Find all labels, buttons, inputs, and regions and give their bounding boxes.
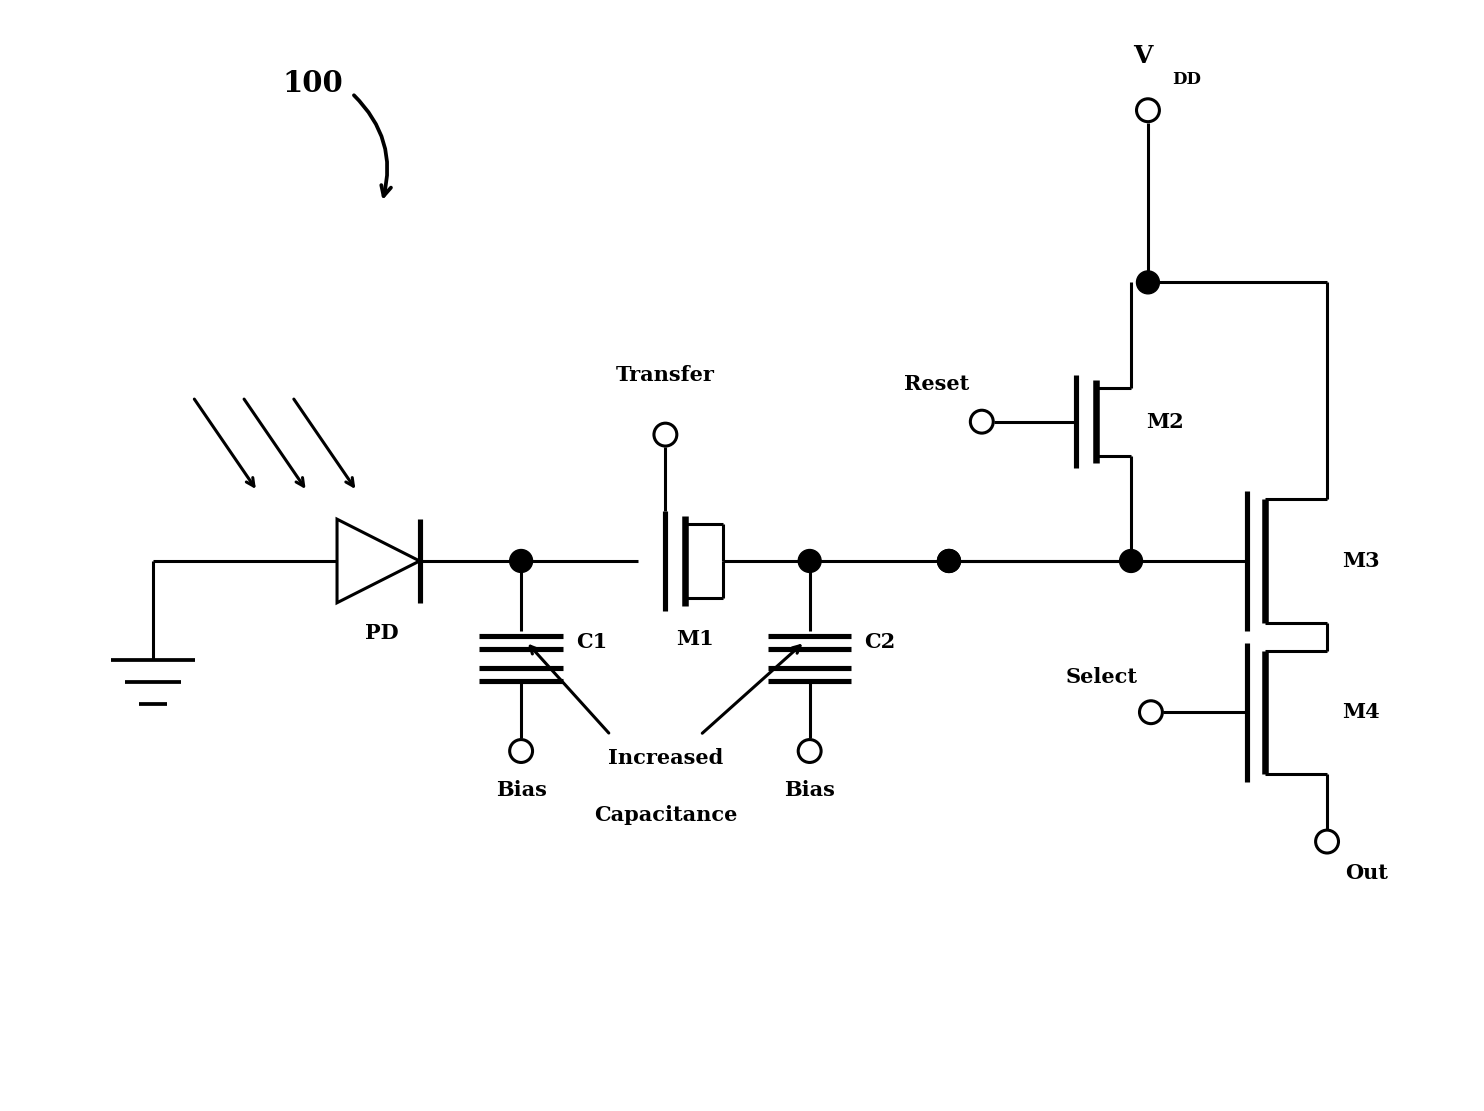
Circle shape [938,550,960,572]
Text: DD: DD [1172,71,1201,89]
Circle shape [509,550,533,572]
Circle shape [798,740,821,762]
Text: M2: M2 [1146,412,1184,432]
Text: C2: C2 [864,631,896,651]
Circle shape [1119,550,1143,572]
Text: Capacitance: Capacitance [594,804,738,824]
Circle shape [1137,271,1159,293]
Text: Transfer: Transfer [616,364,715,384]
Text: Bias: Bias [784,780,835,800]
Text: 100: 100 [282,69,343,98]
Circle shape [798,550,821,572]
Text: Reset: Reset [904,374,969,394]
Text: PD: PD [365,622,399,642]
Text: M4: M4 [1342,702,1380,722]
Text: Increased: Increased [608,748,723,768]
Circle shape [971,410,993,433]
Circle shape [1316,830,1339,853]
Text: Bias: Bias [496,780,546,800]
Text: Out: Out [1345,863,1388,883]
Circle shape [654,423,677,446]
Circle shape [1140,701,1162,723]
Text: V: V [1134,44,1153,69]
Circle shape [509,740,533,762]
Circle shape [938,550,960,572]
Text: C1: C1 [576,631,607,651]
Text: Select: Select [1066,668,1138,688]
Text: M1: M1 [677,629,714,649]
Text: M3: M3 [1342,551,1380,571]
Circle shape [1137,99,1159,122]
